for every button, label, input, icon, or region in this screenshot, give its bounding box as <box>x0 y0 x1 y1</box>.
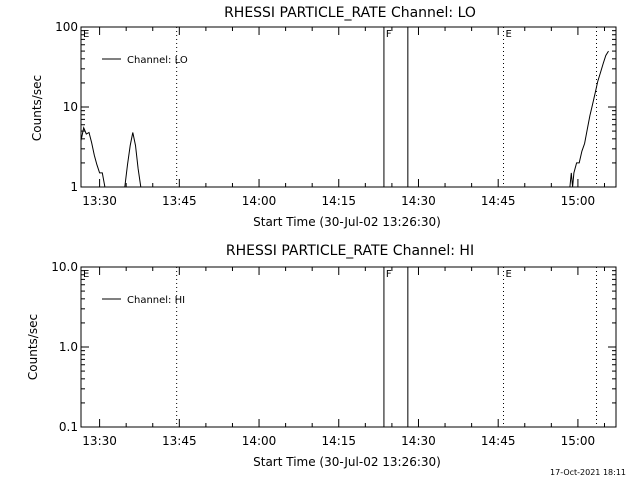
chart-panel-lo: RHESSI PARTICLE_RATE Channel: LO Start T… <box>30 5 617 229</box>
x-tick-label: 13:30 <box>82 194 117 208</box>
y-axis-label: Counts/sec <box>26 314 40 380</box>
x-tick-label: 14:30 <box>401 434 436 448</box>
x-tick-label: 14:30 <box>401 194 436 208</box>
plot-frame <box>80 266 617 428</box>
x-tick-label: 14:45 <box>481 434 516 448</box>
x-tick-label: 14:15 <box>321 194 356 208</box>
legend-label: Channel: HI <box>127 295 185 306</box>
x-tick-label: 14:15 <box>321 434 356 448</box>
generation-timestamp: 17-Oct-2021 18:11 <box>550 468 626 477</box>
y-tick-label: 1 <box>70 180 78 194</box>
x-axis-label: Start Time (30-Jul-02 13:26:30) <box>253 215 441 229</box>
x-tick-label: 15:00 <box>561 434 596 448</box>
y-tick-label: 100 <box>55 20 78 34</box>
x-tick-label: 14:45 <box>481 194 516 208</box>
event-flag-label: F <box>386 269 392 280</box>
event-flag-label: F <box>386 29 392 40</box>
x-tick-label: 15:00 <box>561 194 596 208</box>
x-tick-label: 14:00 <box>242 194 277 208</box>
x-axis-label: Start Time (30-Jul-02 13:26:30) <box>253 455 441 469</box>
x-tick-label: 14:00 <box>242 434 277 448</box>
series-line <box>124 132 142 188</box>
chart-panel-hi: RHESSI PARTICLE_RATE Channel: HI Start T… <box>26 243 617 469</box>
x-tick-label: 13:30 <box>82 434 117 448</box>
series-line <box>80 126 106 188</box>
legend-label: Channel: LO <box>127 55 188 66</box>
event-flag-label: E <box>506 29 512 40</box>
event-flag-label: E <box>506 269 512 280</box>
event-flag-label: E <box>83 29 89 40</box>
x-tick-label: 13:45 <box>162 194 197 208</box>
y-tick-label: 1.0 <box>59 340 78 354</box>
y-tick-label: 10 <box>63 100 78 114</box>
x-tick-label: 13:45 <box>162 434 197 448</box>
plot-frame <box>80 26 617 188</box>
event-flag-label: E <box>83 269 89 280</box>
y-tick-label: 0.1 <box>59 420 78 434</box>
y-tick-label: 10.0 <box>51 260 78 274</box>
y-axis-label: Counts/sec <box>30 75 44 141</box>
series-line <box>569 50 609 188</box>
chart-title: RHESSI PARTICLE_RATE Channel: HI <box>226 243 474 259</box>
chart-title: RHESSI PARTICLE_RATE Channel: LO <box>224 5 476 21</box>
